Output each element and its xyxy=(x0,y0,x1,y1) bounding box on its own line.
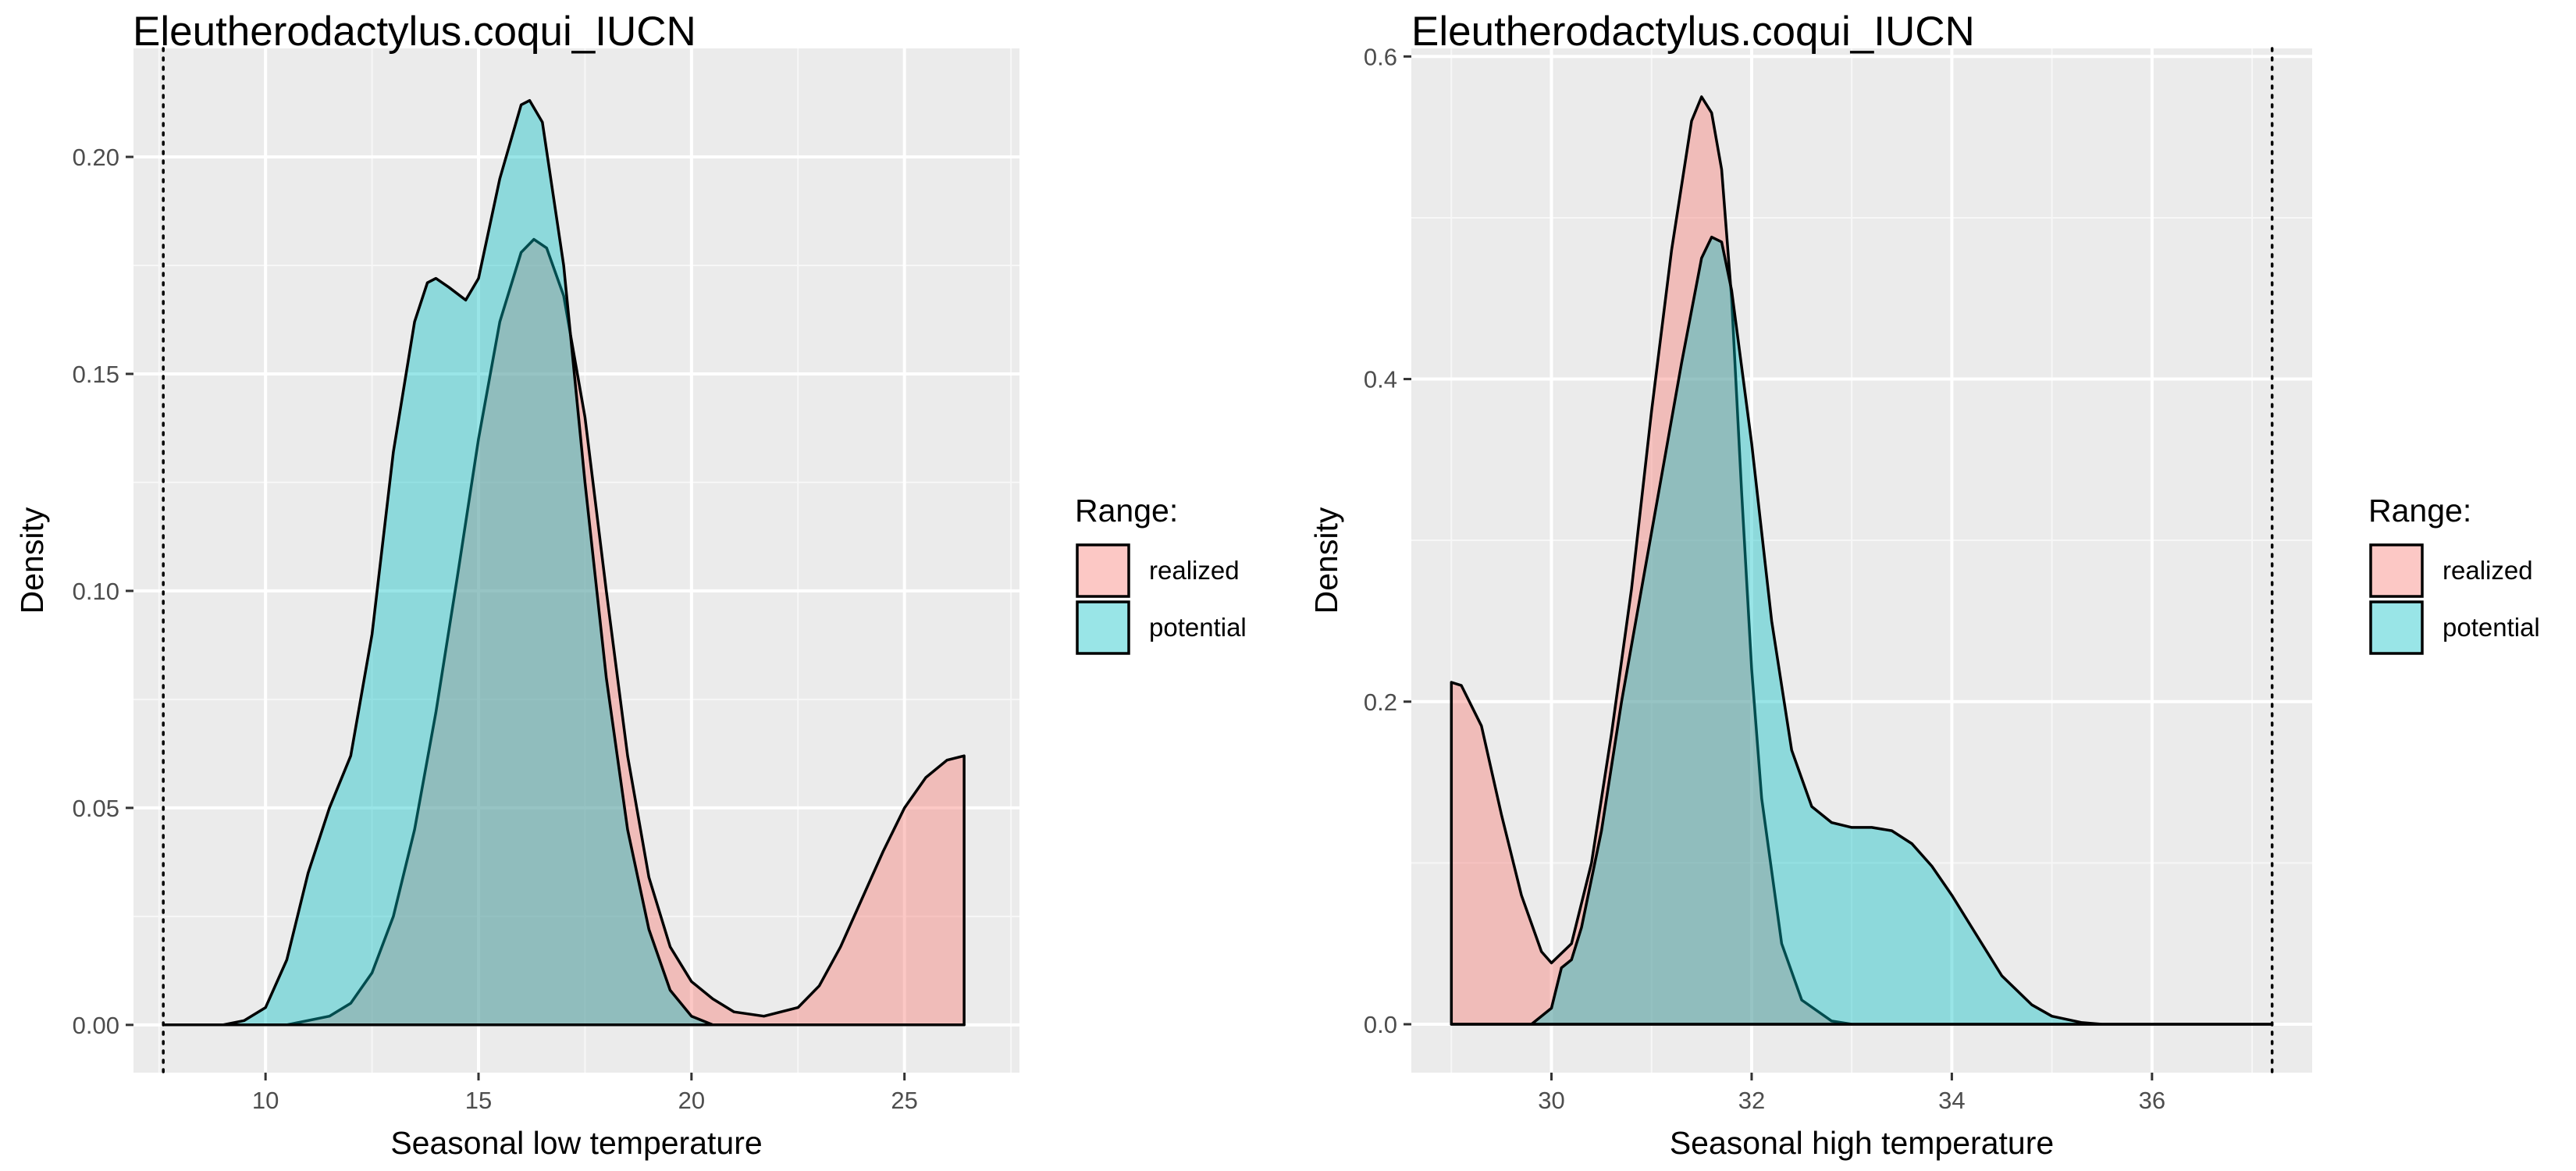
x-tick-label: 10 xyxy=(252,1087,279,1114)
density-area-potential xyxy=(162,98,966,1027)
density-area-potential xyxy=(1450,235,2274,1026)
x-tick-label: 34 xyxy=(1938,1087,1965,1114)
legend-key-potential xyxy=(2369,600,2424,655)
y-tick-label: 0.20 xyxy=(73,144,119,171)
plot-panel xyxy=(133,48,1019,1073)
x-tick-label: 36 xyxy=(2139,1087,2165,1114)
legend-key-potential xyxy=(1076,600,1130,655)
chart-title: Eleutherodactylus.coqui_IUCN xyxy=(133,9,696,55)
legend-label-potential: potential xyxy=(2443,613,2540,642)
y-tick-label: 0.6 xyxy=(1364,43,1397,70)
legend-key-realized xyxy=(1076,543,1130,598)
y-tick-label: 0.00 xyxy=(73,1012,119,1039)
chart-panel-low-temperature: 10 15 20 25 0.00 0.05 0.10 0.15 0.20 Eleutherodac… xyxy=(14,9,1247,1161)
legend-label-potential: potential xyxy=(1149,613,1247,642)
y-axis-title: Density xyxy=(1308,507,1344,614)
legend-label-realized: realized xyxy=(1149,556,1240,585)
x-tick-label: 20 xyxy=(678,1087,705,1114)
legend-title: Range: xyxy=(1075,493,1178,529)
chart-title: Eleutherodactylus.coqui_IUCN xyxy=(1411,9,1975,55)
x-axis-title: Seasonal high temperature xyxy=(1670,1125,2054,1161)
y-tick-label: 0.2 xyxy=(1364,689,1397,716)
legend: Range: realized potential xyxy=(2368,493,2540,655)
y-tick-label: 0.4 xyxy=(1364,366,1397,393)
plot-panel xyxy=(1411,48,2312,1073)
density-area-realized xyxy=(221,237,966,1027)
y-tick-label: 0.05 xyxy=(73,795,119,822)
y-axis-title: Density xyxy=(14,507,50,614)
x-tick-label: 15 xyxy=(465,1087,492,1114)
x-axis-title: Seasonal low temperature xyxy=(390,1125,762,1161)
y-tick-label: 0.10 xyxy=(73,578,119,605)
legend: Range: realized potential xyxy=(1075,493,1247,655)
legend-label-realized: realized xyxy=(2443,556,2533,585)
legend-key-realized xyxy=(2369,543,2424,598)
y-tick-label: 0.15 xyxy=(73,361,119,388)
density-area-realized xyxy=(1450,95,2274,1026)
x-tick-label: 25 xyxy=(891,1087,917,1114)
y-tick-label: 0.0 xyxy=(1364,1011,1397,1038)
x-tick-label: 30 xyxy=(1538,1087,1564,1114)
x-tick-label: 32 xyxy=(1738,1087,1765,1114)
legend-title: Range: xyxy=(2368,493,2471,529)
chart-panel-high-temperature: 30 32 34 36 0.0 0.2 0.4 0.6 Eleutherodactylus.co… xyxy=(1308,9,2540,1161)
